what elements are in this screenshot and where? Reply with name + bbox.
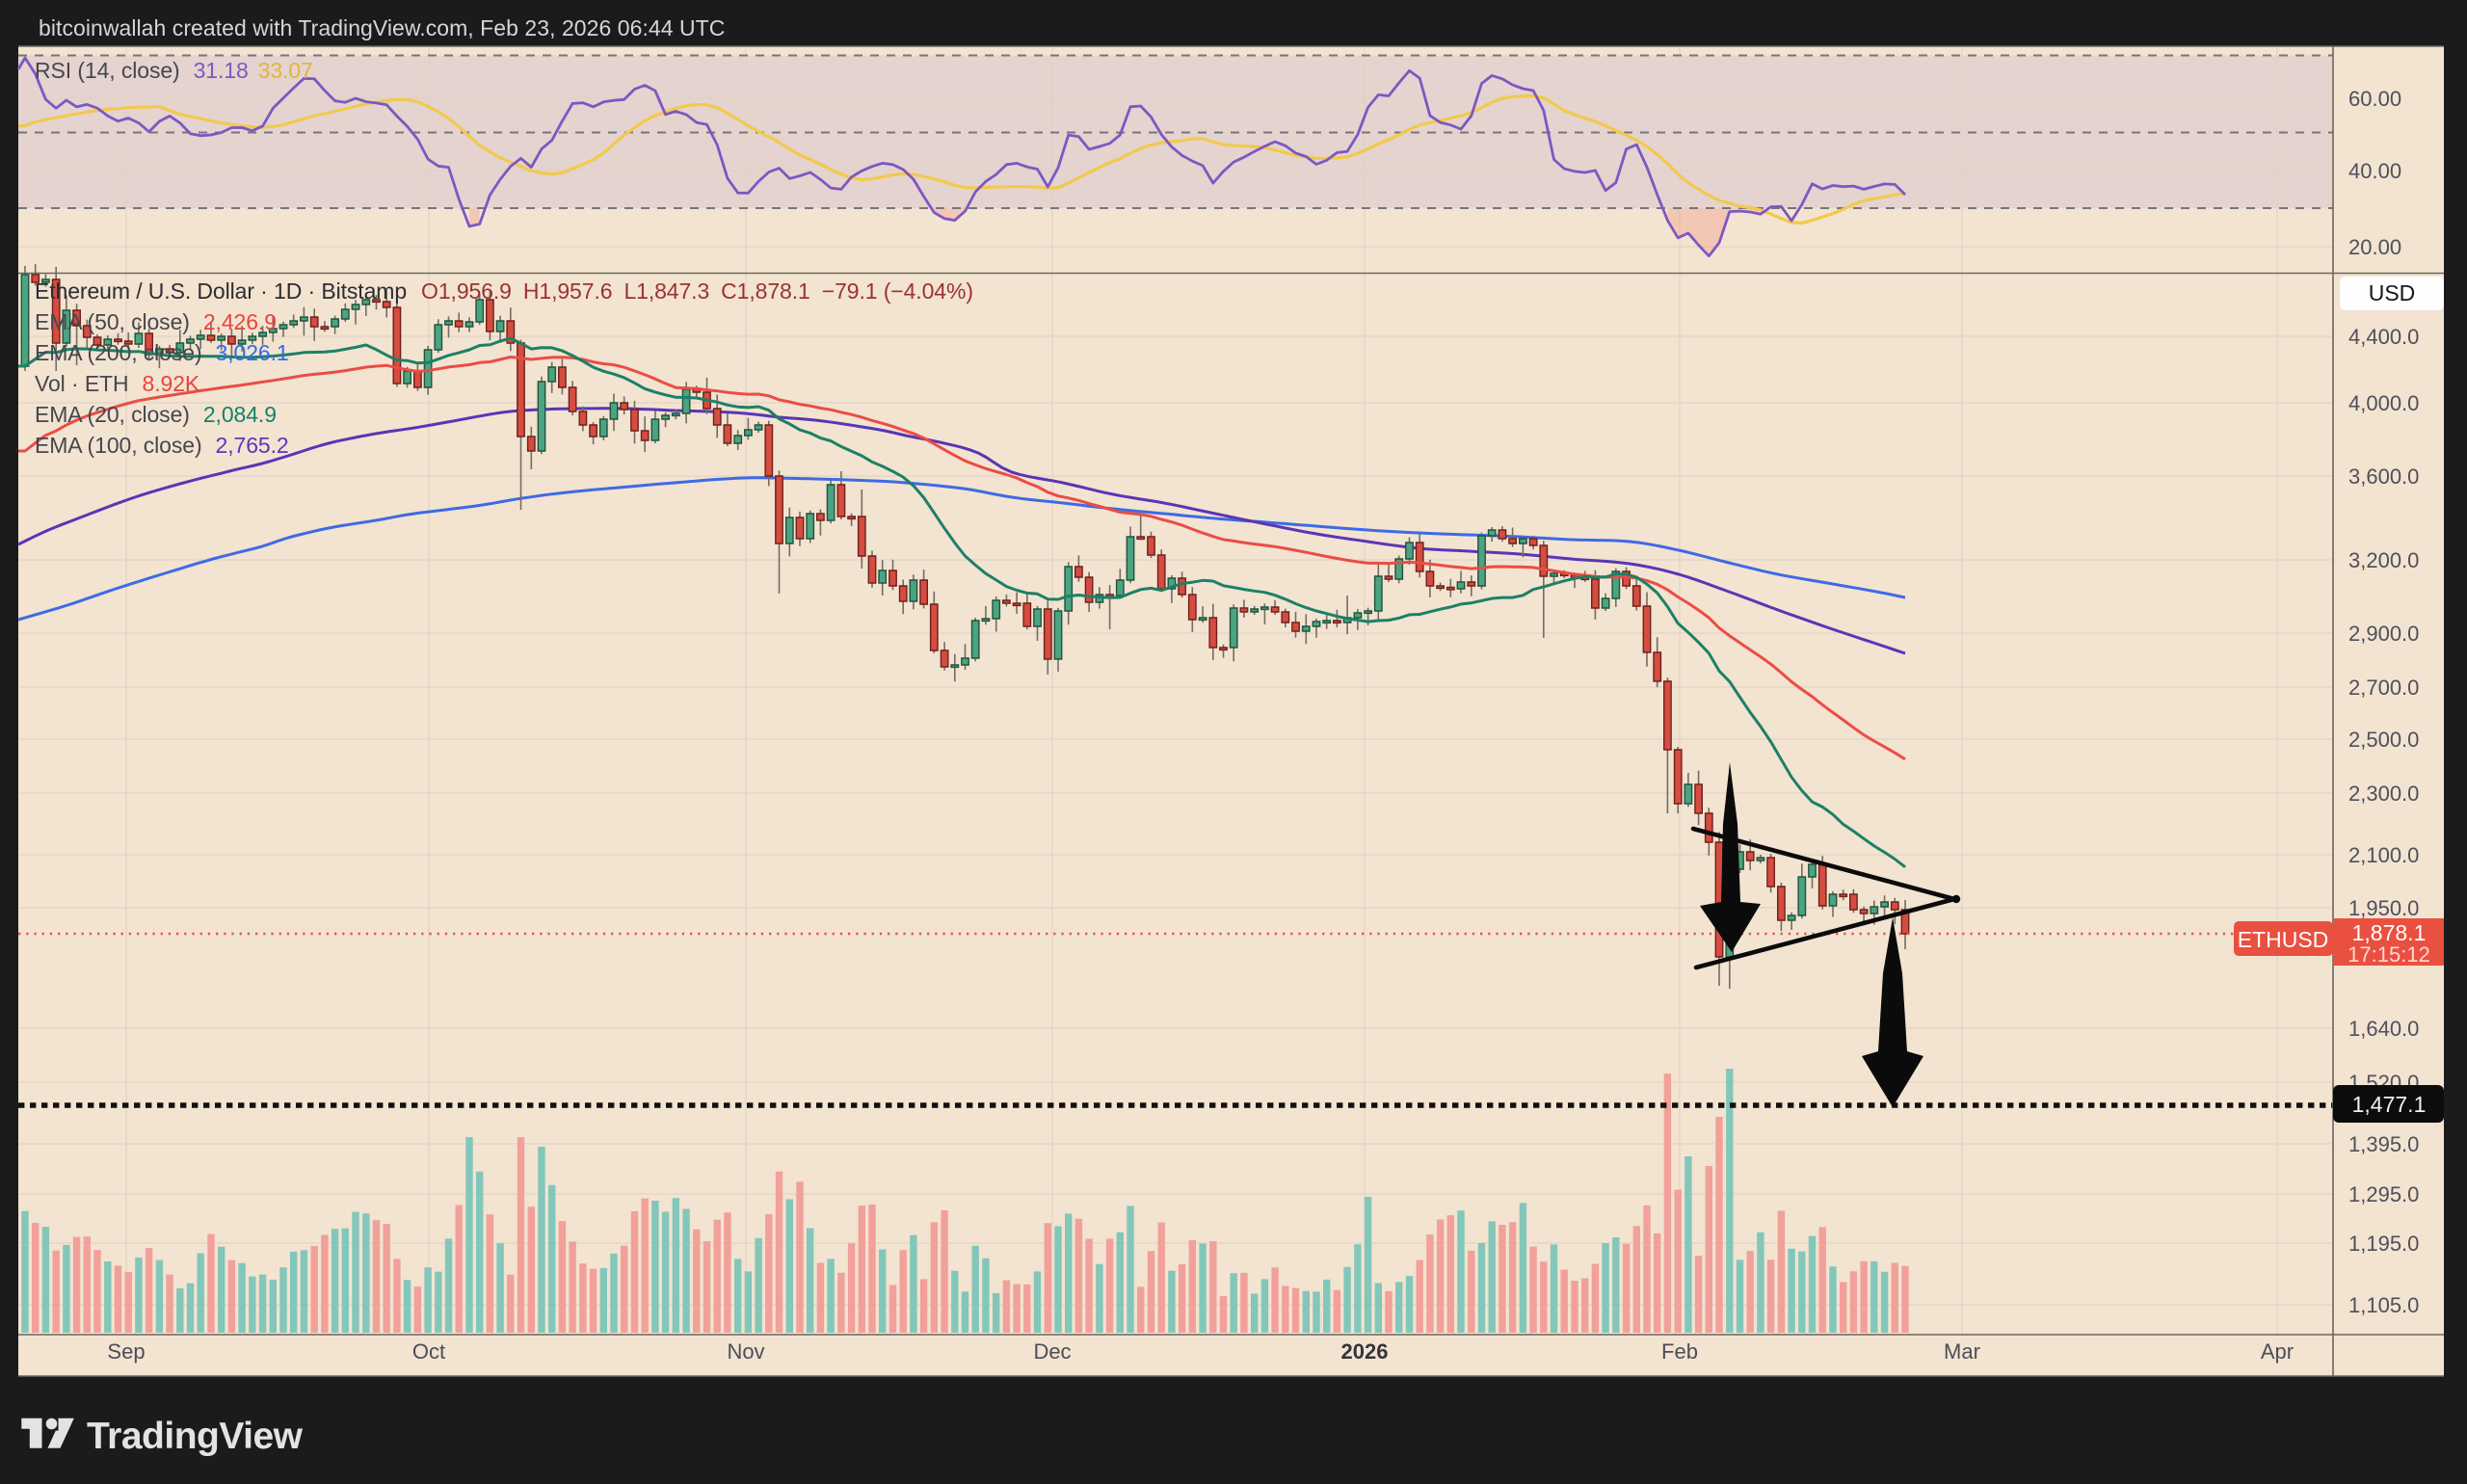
svg-text:17:15:12: 17:15:12 bbox=[2348, 942, 2430, 967]
svg-text:EMA (50, close)2,426.9: EMA (50, close) 2,426.9 bbox=[35, 309, 277, 334]
svg-text:2026: 2026 bbox=[1341, 1339, 1389, 1364]
svg-text:2,700.0: 2,700.0 bbox=[2348, 676, 2419, 700]
svg-text:1,195.0: 1,195.0 bbox=[2348, 1232, 2419, 1256]
svg-text:40.00: 40.00 bbox=[2348, 159, 2401, 183]
svg-text:EMA (20, close)2,084.9: EMA (20, close) 2,084.9 bbox=[35, 402, 277, 427]
svg-text:EMA (200, close)3,026.1: EMA (200, close) 3,026.1 bbox=[35, 340, 289, 365]
svg-text:60.00: 60.00 bbox=[2348, 87, 2401, 111]
svg-text:1,477.1: 1,477.1 bbox=[2352, 1092, 2427, 1117]
svg-text:Ethereum / U.S. Dollar · 1D ·: Ethereum / U.S. Dollar · 1D · Bitstamp O1… bbox=[35, 278, 973, 304]
svg-text:2,300.0: 2,300.0 bbox=[2348, 782, 2419, 806]
svg-text:TradingView: TradingView bbox=[87, 1416, 304, 1457]
svg-text:3,600.0: 3,600.0 bbox=[2348, 464, 2419, 489]
svg-text:1,395.0: 1,395.0 bbox=[2348, 1132, 2419, 1156]
svg-text:1,105.0: 1,105.0 bbox=[2348, 1293, 2419, 1317]
svg-text:3,200.0: 3,200.0 bbox=[2348, 548, 2419, 572]
svg-text:1,878.1: 1,878.1 bbox=[2352, 920, 2427, 945]
svg-text:2,500.0: 2,500.0 bbox=[2348, 728, 2419, 752]
svg-text:2,100.0: 2,100.0 bbox=[2348, 843, 2419, 867]
svg-text:1,950.0: 1,950.0 bbox=[2348, 896, 2419, 920]
svg-text:20.00: 20.00 bbox=[2348, 235, 2401, 259]
svg-text:Mar: Mar bbox=[1944, 1339, 1980, 1364]
svg-text:Feb: Feb bbox=[1661, 1339, 1698, 1364]
svg-text:Sep: Sep bbox=[107, 1339, 145, 1364]
svg-text:Oct: Oct bbox=[412, 1339, 445, 1364]
svg-text:Apr: Apr bbox=[2261, 1339, 2294, 1364]
svg-text:2,900.0: 2,900.0 bbox=[2348, 622, 2419, 646]
svg-text:1,640.0: 1,640.0 bbox=[2348, 1017, 2419, 1041]
svg-text:EMA (100, close)2,765.2: EMA (100, close) 2,765.2 bbox=[35, 433, 289, 458]
svg-text:1,295.0: 1,295.0 bbox=[2348, 1182, 2419, 1206]
svg-text:4,400.0: 4,400.0 bbox=[2348, 325, 2419, 349]
svg-text:Nov: Nov bbox=[727, 1339, 764, 1364]
svg-text:4,000.0: 4,000.0 bbox=[2348, 391, 2419, 415]
svg-text:ETHUSD: ETHUSD bbox=[2238, 927, 2329, 952]
svg-text:USD: USD bbox=[2369, 280, 2416, 305]
svg-text:Dec: Dec bbox=[1033, 1339, 1071, 1364]
svg-text:bitcoinwallah created with Tra: bitcoinwallah created with TradingView.c… bbox=[39, 15, 725, 40]
